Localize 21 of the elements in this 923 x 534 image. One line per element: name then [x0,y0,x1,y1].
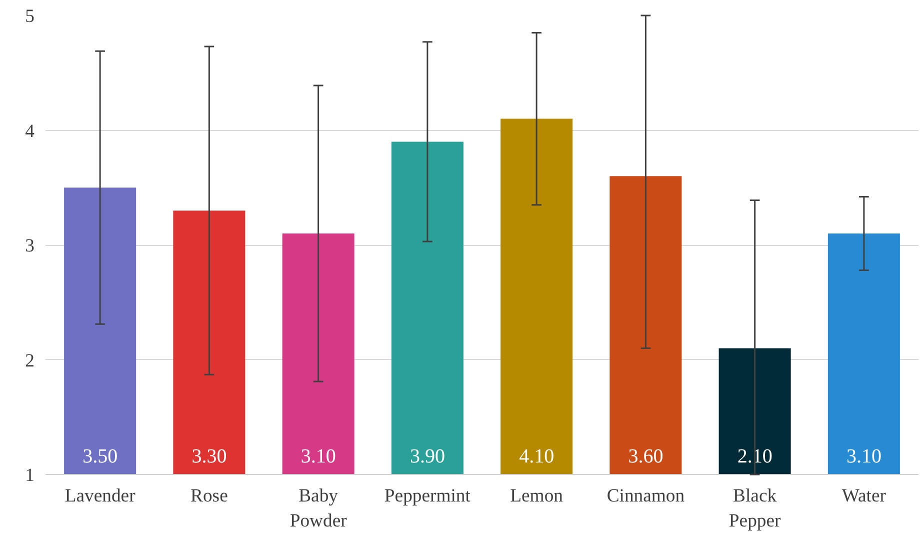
data-label: 3.10 [846,446,882,468]
y-tick-label: 1 [25,465,34,486]
x-tick-label: Baby Powder [290,486,348,532]
data-label: 2.10 [737,446,772,468]
y-tick-label: 5 [25,6,34,27]
data-label: 3.10 [300,446,336,468]
y-tick-label: 3 [25,236,34,256]
data-label: 4.10 [519,446,554,468]
x-tick-label: Water [842,486,887,506]
data-label: 3.60 [628,446,664,468]
x-tick-label: Lavender [64,486,136,506]
data-label: 3.30 [192,446,227,468]
y-tick-label: 4 [25,120,36,142]
data-label: 3.90 [410,446,445,468]
x-tick-label: Lemon [510,486,564,506]
x-tick-label: Cinnamon [606,486,686,506]
data-label: 3.50 [82,446,118,468]
x-tick-label: Black Pepper [728,486,782,532]
y-tick-label: 2 [25,350,34,372]
x-tick-label: Peppermint [384,486,472,506]
x-tick-label: Rose [190,486,228,506]
